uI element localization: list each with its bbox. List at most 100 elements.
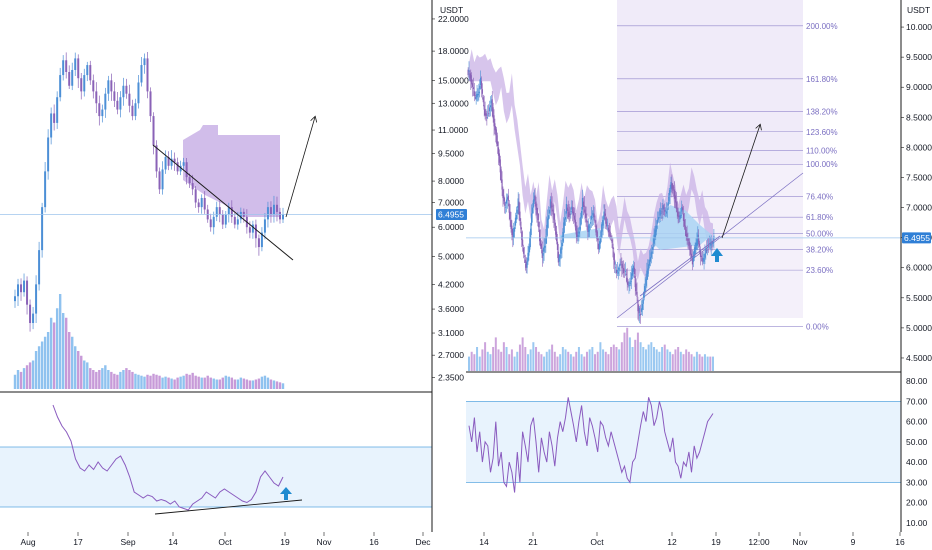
right-candle-body (656, 225, 658, 228)
right-candle-body (558, 256, 560, 262)
right-candle-body (474, 95, 476, 97)
left-candle-body (125, 85, 128, 94)
left-support-line (154, 499, 303, 515)
left-candle-body (98, 103, 101, 117)
right-candle-body (497, 147, 500, 156)
right-candle-body (692, 256, 694, 262)
right-candle-body (609, 231, 611, 237)
right-candle-body (597, 237, 599, 241)
right-candle-body (520, 221, 522, 230)
right-candle-body (675, 201, 677, 209)
right-candle-body (510, 219, 512, 229)
right-candle-body (577, 234, 579, 238)
right-candle-body (664, 209, 666, 212)
left-candle-body (209, 219, 212, 228)
left-candle-body (56, 97, 59, 123)
left-candle-body (251, 224, 254, 233)
left-candle-body (173, 158, 176, 163)
right-candle-body (634, 275, 636, 288)
right-fib-label: 61.80% (806, 213, 833, 222)
right-candle-body (477, 93, 479, 96)
right-volume-bar (473, 354, 476, 371)
right-candle-body (665, 210, 667, 212)
right-candle-body (642, 299, 644, 304)
right-candle-body (648, 259, 651, 266)
left-volume-bar (173, 379, 176, 389)
right-volume-bar (540, 354, 543, 371)
right-candle-body (508, 203, 510, 213)
right-candle-body (500, 169, 502, 181)
right-volume-bar (532, 342, 535, 371)
right-volume-bar (669, 351, 672, 371)
left-volume-bar (55, 308, 59, 389)
left-volume-bar (239, 377, 243, 389)
right-candle-body (698, 237, 700, 245)
left-volume-bar (86, 362, 89, 389)
left-volume-bar (116, 374, 119, 389)
right-candle-body (495, 129, 497, 136)
right-candle-body (649, 257, 652, 262)
right-candle-body (574, 219, 576, 227)
right-candle-body (594, 219, 596, 223)
right-fib-label: 50.00% (806, 229, 833, 238)
left-volume-bar (269, 379, 273, 389)
left-price-tick-label: 3.6000 (438, 304, 464, 314)
left-volume-bar (119, 371, 122, 389)
right-candle-body (610, 235, 612, 237)
right-candle-body (515, 214, 517, 220)
left-candle-body (35, 284, 38, 314)
left-volume-bar (263, 375, 267, 389)
right-price-tick-label: 9.5000 (906, 52, 932, 62)
left-candle-body (215, 207, 218, 217)
right-price-tick-label: 10.0000 (906, 22, 932, 32)
left-volume-bar (122, 370, 125, 389)
right-candle-body (682, 213, 685, 221)
left-candle-body (50, 113, 53, 138)
right-volume-bar (481, 349, 484, 371)
left-candle-body (101, 109, 104, 117)
left-time-axis[interactable]: Aug 17 Sep 14 Oct 19 Nov 16 Dec (20, 532, 431, 547)
left-volume-bar (158, 375, 161, 389)
right-candle-body (487, 114, 489, 116)
left-candle-body (140, 65, 143, 83)
right-volume-bar (612, 344, 615, 371)
right-candle-body (568, 211, 570, 217)
left-volume-bar (137, 374, 140, 389)
left-candle-body (92, 80, 95, 92)
left-volume-bar (194, 375, 197, 389)
right-candle-body (513, 227, 516, 232)
right-candle-body (591, 216, 593, 218)
right-fib-label: 23.60% (806, 266, 833, 275)
left-candle-body (282, 214, 284, 220)
right-candle-body (699, 249, 702, 257)
left-volume-bar (131, 371, 134, 389)
right-candle-body (602, 220, 604, 226)
right-candle-body (681, 206, 683, 212)
left-price-axis[interactable]: 22.0000 18.0000 15.0000 13.0000 11.0000 9.500… (432, 14, 469, 382)
left-volume-bar (212, 378, 215, 389)
right-candle-body (582, 201, 585, 207)
right-candle-body (617, 271, 619, 274)
right-candle-body (668, 197, 670, 202)
left-candle-body (89, 65, 92, 81)
right-candle-body (555, 231, 558, 242)
left-candle-body (197, 202, 200, 208)
right-candle-body (581, 210, 583, 218)
left-candle-body (272, 204, 275, 215)
right-candle-body (667, 201, 669, 206)
left-volume-bar (92, 370, 95, 389)
left-candle-body (122, 85, 125, 98)
right-candle-body (635, 283, 637, 292)
left-candle-body (218, 207, 221, 215)
right-volume-bar (526, 354, 529, 371)
right-time-axis[interactable]: 14 21 Oct 12 19 12:00 Nov 9 16 (479, 532, 905, 547)
right-candle-body (659, 210, 661, 216)
right-candle-body (572, 211, 575, 216)
left-price-tick-label: 6.0000 (438, 222, 464, 232)
right-candle-body (623, 269, 626, 271)
right-volume-bar (502, 342, 505, 371)
left-candle-body (68, 72, 71, 86)
left-candle-body (80, 78, 83, 92)
right-volume-bar (559, 354, 562, 371)
left-volume-bar (83, 360, 86, 389)
